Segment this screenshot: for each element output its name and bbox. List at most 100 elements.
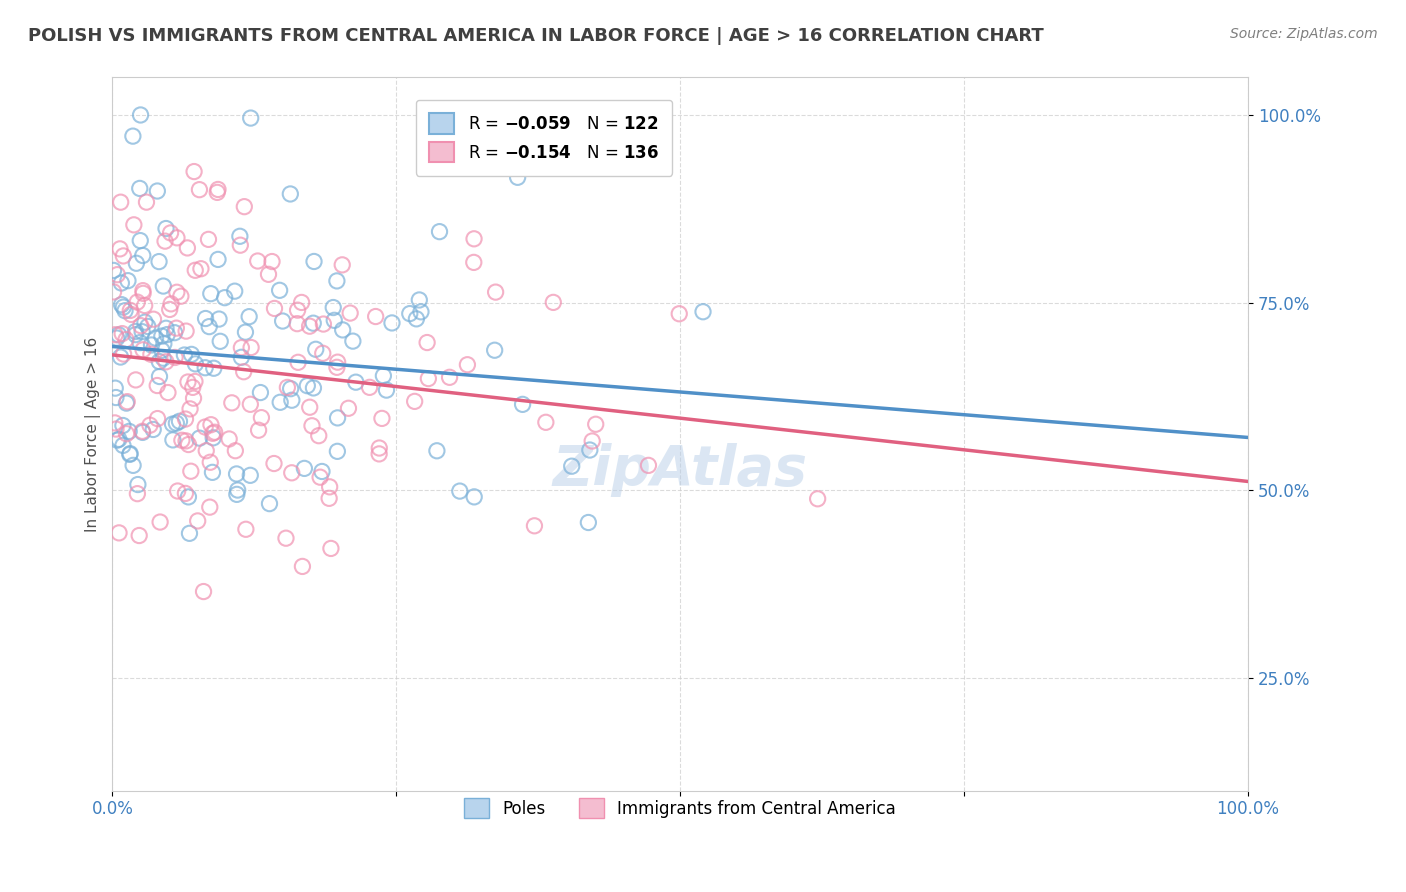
Point xyxy=(184,357,207,371)
Point xyxy=(231,351,253,365)
Y-axis label: In Labor Force | Age > 16: In Labor Force | Age > 16 xyxy=(86,336,101,532)
Point xyxy=(225,467,247,481)
Point xyxy=(250,410,273,425)
Point xyxy=(166,483,188,498)
Point xyxy=(332,323,354,337)
Point xyxy=(240,341,263,355)
Point xyxy=(218,432,240,446)
Point xyxy=(302,381,325,395)
Point xyxy=(364,310,387,324)
Point xyxy=(326,274,349,288)
Point xyxy=(239,111,262,125)
Point xyxy=(148,254,170,268)
Point xyxy=(373,368,395,383)
Point xyxy=(132,286,155,301)
Point xyxy=(148,354,170,368)
Point xyxy=(484,285,506,299)
Point xyxy=(165,416,187,430)
Point xyxy=(371,411,394,425)
Point xyxy=(118,425,141,439)
Point xyxy=(581,434,603,448)
Point xyxy=(112,300,135,314)
Point xyxy=(173,348,195,362)
Point xyxy=(105,268,128,282)
Point xyxy=(174,486,197,500)
Point xyxy=(177,375,200,389)
Point xyxy=(155,321,177,335)
Point xyxy=(112,249,135,263)
Point xyxy=(115,396,138,410)
Point xyxy=(188,431,211,445)
Point xyxy=(585,417,607,432)
Point xyxy=(111,438,134,452)
Point xyxy=(129,318,152,333)
Point xyxy=(287,355,309,369)
Point xyxy=(326,360,349,375)
Point xyxy=(152,279,174,293)
Point xyxy=(129,335,152,350)
Point xyxy=(188,183,211,197)
Point xyxy=(200,417,222,432)
Point xyxy=(103,263,125,277)
Point xyxy=(302,316,325,330)
Point xyxy=(105,331,128,345)
Point xyxy=(281,393,304,408)
Point xyxy=(108,433,131,447)
Point xyxy=(176,241,198,255)
Point xyxy=(170,434,193,448)
Point xyxy=(543,295,565,310)
Point xyxy=(127,295,149,310)
Point xyxy=(111,326,134,341)
Point xyxy=(249,385,271,400)
Point xyxy=(309,470,332,484)
Point xyxy=(156,385,179,400)
Point xyxy=(104,391,127,405)
Point xyxy=(122,458,145,473)
Point xyxy=(181,380,204,394)
Point xyxy=(108,242,131,256)
Point xyxy=(187,514,209,528)
Point xyxy=(104,327,127,342)
Point xyxy=(195,443,218,458)
Point xyxy=(311,465,333,479)
Point xyxy=(418,371,440,385)
Point xyxy=(134,298,156,312)
Point xyxy=(118,447,141,461)
Point xyxy=(260,254,283,268)
Point xyxy=(114,303,136,318)
Point xyxy=(169,414,191,428)
Point xyxy=(200,455,222,469)
Point xyxy=(235,325,257,339)
Point xyxy=(139,347,162,361)
Point xyxy=(404,394,426,409)
Point xyxy=(166,231,188,245)
Point xyxy=(207,186,229,200)
Point xyxy=(298,401,321,415)
Point xyxy=(235,522,257,536)
Point xyxy=(150,329,173,343)
Point xyxy=(194,311,217,326)
Point xyxy=(150,343,173,358)
Point xyxy=(238,310,260,324)
Point xyxy=(124,325,146,339)
Point xyxy=(278,186,301,201)
Point xyxy=(375,383,398,397)
Point xyxy=(637,458,659,473)
Point xyxy=(429,225,451,239)
Point xyxy=(232,365,254,379)
Point xyxy=(291,295,314,310)
Point xyxy=(170,289,193,303)
Point xyxy=(174,324,197,338)
Point xyxy=(162,417,184,431)
Point xyxy=(221,396,243,410)
Point xyxy=(127,486,149,500)
Point xyxy=(110,298,132,312)
Point xyxy=(183,164,205,178)
Point xyxy=(214,291,236,305)
Point xyxy=(179,401,201,416)
Point xyxy=(456,358,478,372)
Point xyxy=(561,459,583,474)
Point xyxy=(194,420,217,434)
Point xyxy=(160,297,183,311)
Point xyxy=(292,461,315,475)
